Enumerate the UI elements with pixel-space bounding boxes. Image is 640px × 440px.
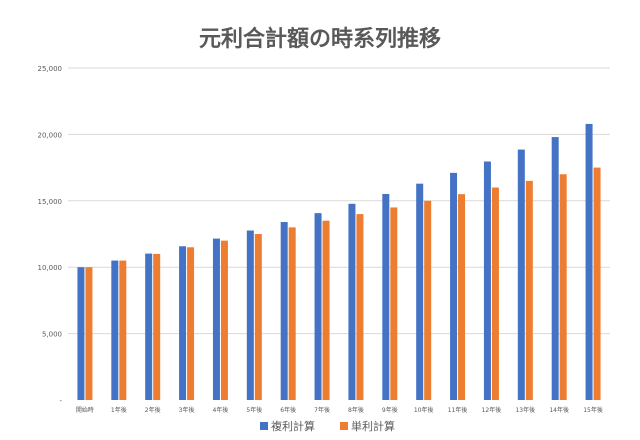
x-tick-label: 1年後 [111,406,127,414]
bar-simple [593,167,601,400]
bar-compound [179,246,187,400]
legend-swatch [340,422,348,430]
bar-simple [390,207,398,400]
legend-label: 複利計算 [271,419,315,433]
bar-compound [551,137,559,400]
bar-simple [322,220,330,400]
bar-simple [356,214,364,400]
x-tick-label: 14年後 [549,406,569,414]
x-tick-label: 5年後 [246,406,262,414]
bar-compound [450,172,458,400]
bar-simple [119,260,127,400]
bar-simple [424,200,432,400]
x-tick-label: 2年後 [145,406,161,414]
bar-compound [517,149,525,400]
y-tick-label: 20,000 [38,131,63,139]
y-tick-label: - [59,397,62,405]
x-tick-label: 10年後 [414,406,434,414]
chart-title: 元利合計額の時系列推移 [199,26,441,52]
x-tick-label: 13年後 [515,406,535,414]
legend-swatch [260,422,268,430]
bar-simple [288,227,296,400]
legend-label: 単利計算 [351,419,395,433]
y-tick-label: 15,000 [38,198,63,206]
y-tick-label: 5,000 [42,331,62,339]
bar-simple [153,253,161,400]
y-tick-label: 10,000 [38,264,63,272]
bar-compound [212,238,220,400]
x-tick-label: 15年後 [583,406,603,414]
bar-compound [483,161,491,400]
bar-compound [314,213,322,400]
bar-compound [145,253,153,400]
bar-simple [187,247,195,400]
bar-compound [348,203,356,400]
bar-compound [585,123,593,400]
x-tick-label: 4年後 [213,406,229,414]
bar-compound [77,267,85,400]
bar-simple [525,180,533,400]
y-tick-label: 25,000 [38,65,63,73]
bar-compound [280,222,288,400]
bar-simple [85,267,93,400]
bar-simple [220,240,228,400]
bar-compound [246,230,254,400]
bar-simple [559,174,567,400]
bar-simple [458,194,466,400]
x-tick-label: 開始時 [76,406,94,414]
x-tick-label: 6年後 [280,406,296,414]
x-tick-label: 11年後 [448,406,468,414]
y-axis-ticks: - 5,000 10,000 15,000 20,000 25,000 [38,65,63,405]
bar-simple [254,234,262,400]
x-tick-label: 12年後 [482,406,502,414]
bar-compound [382,193,390,400]
bar-compound [416,183,424,400]
x-axis-ticks: 開始時 1年後 2年後 3年後 4年後 5年後 6年後 7年後 8年後 9年後 10年後 11年後 12… [76,406,603,414]
x-tick-label: 7年後 [314,406,330,414]
legend: 複利計算 単利計算 [260,419,395,433]
x-tick-label: 3年後 [179,406,195,414]
x-tick-label: 9年後 [382,406,398,414]
bar-compound [111,260,119,400]
x-tick-label: 8年後 [348,406,364,414]
bar-simple [491,187,499,400]
bars-layer [77,123,601,400]
